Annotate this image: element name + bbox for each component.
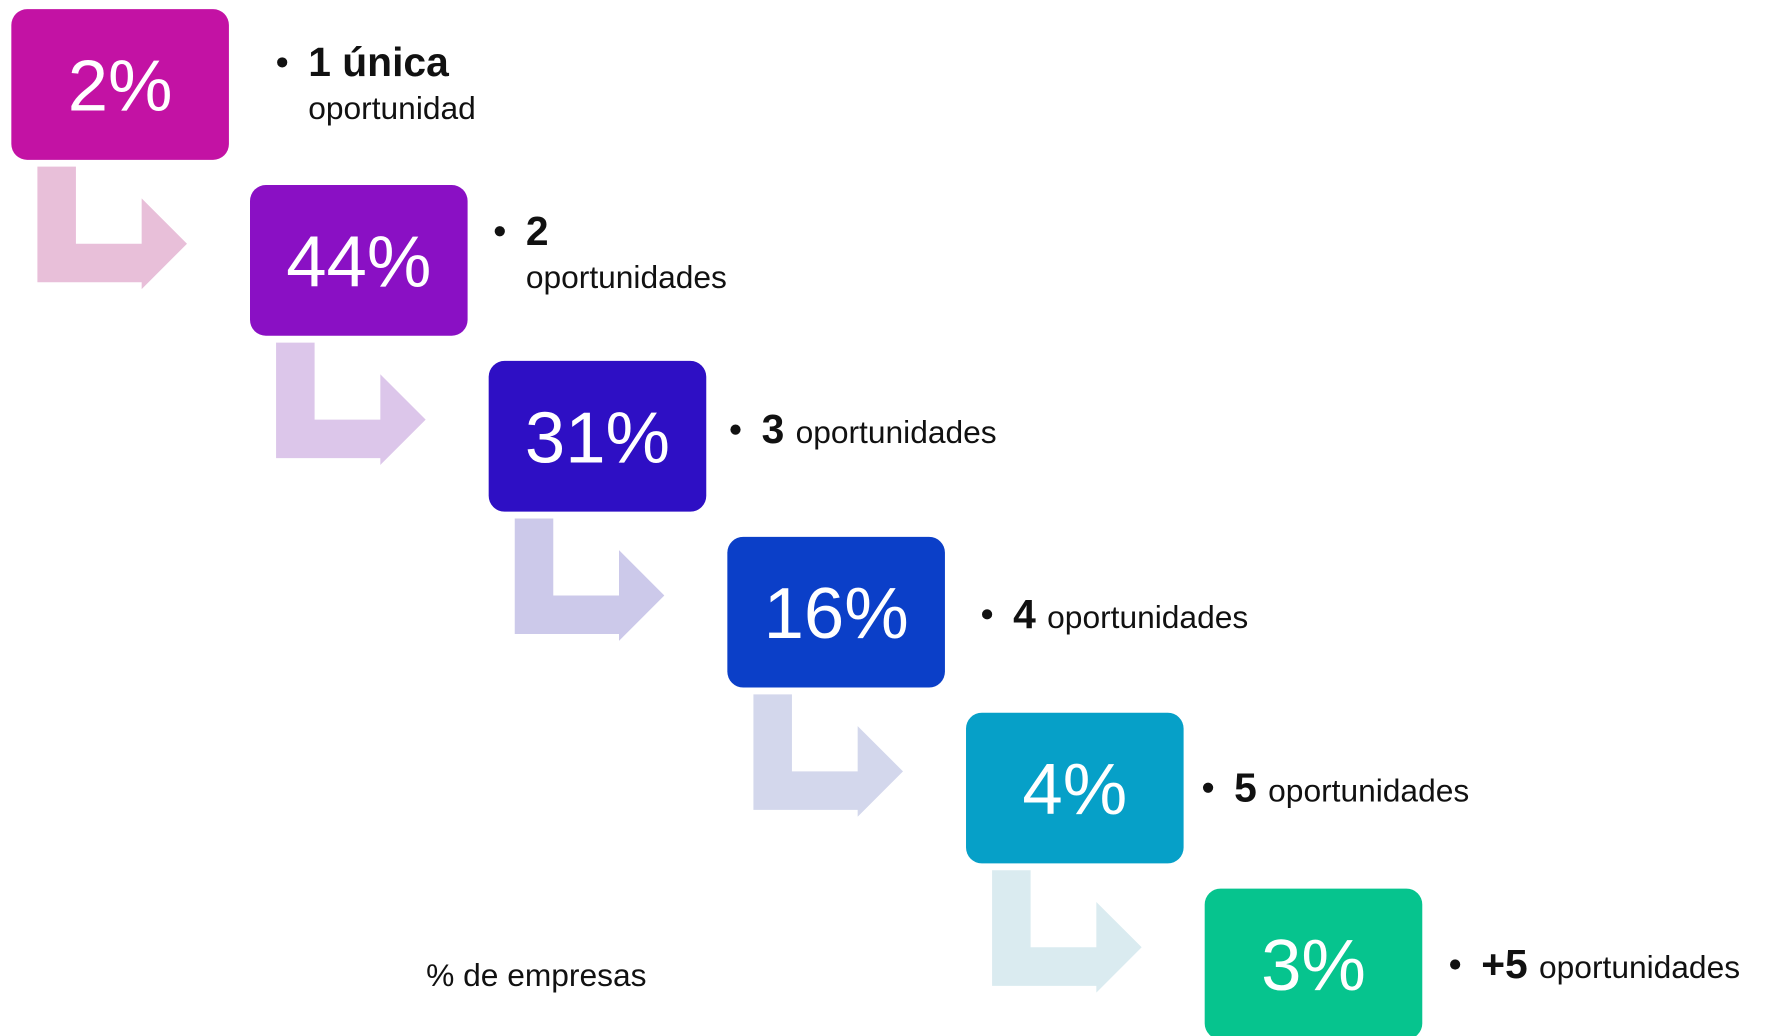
- step-value: 16%: [764, 573, 909, 654]
- step-value: 4%: [1022, 749, 1127, 830]
- step-box: [966, 712, 1184, 864]
- step-arrow: [276, 342, 426, 465]
- step-text: oportunidades: [1047, 599, 1248, 635]
- step-text: oportunidades: [1539, 949, 1740, 985]
- step-value: 3%: [1261, 925, 1366, 1006]
- step-bold: 1 única: [308, 39, 449, 85]
- step-label: 3 oportunidades: [762, 406, 997, 452]
- step-value: 31%: [525, 397, 670, 478]
- step-box: [11, 9, 229, 160]
- step-text: oportunidades: [1268, 772, 1469, 808]
- step-box: [488, 360, 707, 512]
- step-value: 44%: [286, 221, 431, 302]
- step-text: oportunidad: [308, 90, 476, 126]
- step-arrow: [992, 870, 1142, 993]
- step-bold: 4: [1013, 591, 1036, 637]
- step-label: 4 oportunidades: [1013, 591, 1248, 637]
- step-bold: +5: [1481, 941, 1528, 987]
- bullet: [1202, 782, 1214, 793]
- bullet: [277, 57, 288, 68]
- bullet: [981, 609, 993, 620]
- step-bold: 3: [762, 406, 785, 452]
- step-box: [1204, 888, 1423, 1036]
- step-box: [727, 536, 945, 688]
- bullet: [730, 424, 741, 435]
- caption: % de empresas: [426, 957, 646, 993]
- step-label: +5 oportunidades: [1481, 941, 1740, 987]
- step-bold: 2: [526, 208, 549, 254]
- step-arrow: [514, 518, 665, 641]
- bullet: [1450, 959, 1461, 970]
- step-bold: 5: [1234, 764, 1257, 810]
- step-text: oportunidades: [526, 259, 727, 295]
- step-box: [250, 185, 468, 336]
- step-text: oportunidades: [796, 414, 997, 450]
- step-label: 5 oportunidades: [1234, 764, 1469, 810]
- step-value: 2%: [68, 46, 173, 127]
- step-arrow: [753, 694, 904, 817]
- bullet: [494, 226, 505, 237]
- step-arrow: [37, 166, 187, 290]
